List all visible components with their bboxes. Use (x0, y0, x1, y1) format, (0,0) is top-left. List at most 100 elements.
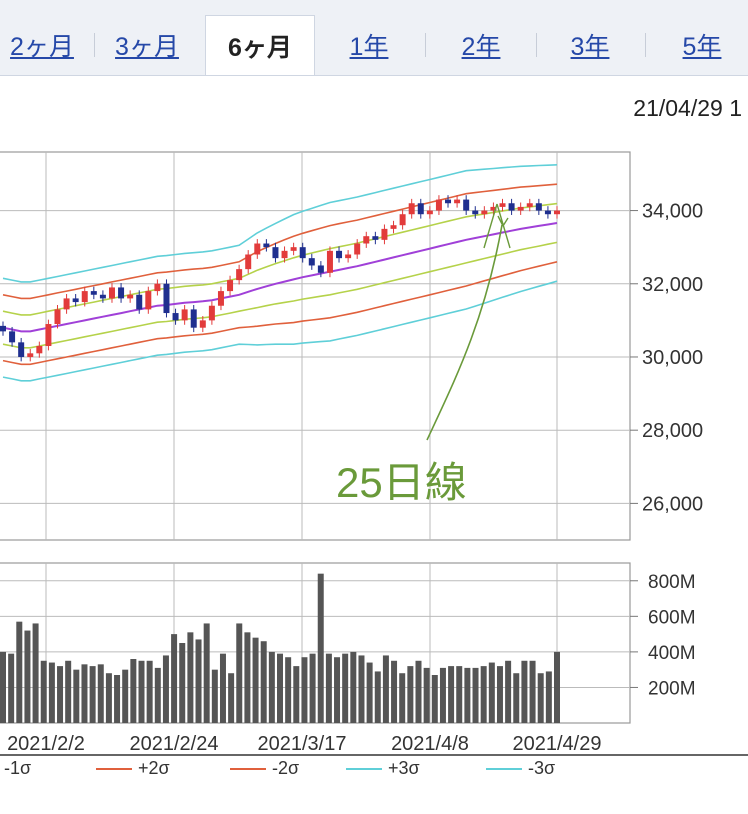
band-line-+2σ (2, 183, 558, 300)
candle-body (408, 203, 415, 215)
volume-bar (521, 660, 528, 723)
legend-item-minus2sigma: -2σ (230, 758, 299, 779)
candle-body (290, 247, 297, 251)
volume-tick-label: 600M (648, 607, 696, 628)
date-axis: 2021/2/2 2021/2/24 2021/3/17 2021/4/8 2021/4… (0, 733, 748, 756)
legend-item-minus1sigma: -1σ (4, 758, 31, 779)
tab-2-months[interactable]: 2ヶ月 (10, 33, 74, 61)
volume-bar (24, 630, 31, 723)
volume-bar (334, 657, 341, 723)
legend-label: -3σ (528, 758, 556, 778)
candle-body (544, 210, 551, 215)
volume-bar (138, 660, 145, 723)
candle-body (299, 247, 306, 259)
tab-5-years[interactable]: 5年 (682, 33, 722, 61)
volume-bar (423, 667, 430, 723)
volume-bar (130, 659, 137, 723)
volume-bar (366, 662, 373, 723)
candle-body (0, 325, 6, 332)
volume-bar (236, 623, 243, 723)
candle-body (554, 210, 560, 215)
volume-tick-label: 800M (648, 572, 696, 593)
tab-6-months[interactable]: 6ヶ月 (205, 15, 315, 75)
volume-bar (179, 643, 186, 723)
date-tick-label: 2021/3/17 (258, 733, 347, 755)
volume-bar (32, 623, 39, 723)
volume-bar (219, 653, 226, 723)
candle-body (45, 324, 52, 346)
candle-body (399, 214, 406, 226)
candle-body (18, 342, 25, 357)
volume-bar (0, 651, 6, 723)
band-line-+3σ (2, 164, 558, 283)
chart-date-label: 21/04/29 1 (633, 95, 742, 121)
volume-bar (391, 660, 398, 723)
legend-swatch (346, 767, 382, 770)
volume-bar (431, 675, 438, 723)
volume-bar (268, 651, 275, 723)
candle-body (172, 313, 179, 321)
tab-2-years[interactable]: 2年 (461, 33, 501, 61)
volume-bar (154, 667, 161, 723)
volume-bar (439, 667, 446, 723)
tab-1-year[interactable]: 1年 (349, 33, 389, 61)
ma25-annotation: 25日線 (336, 203, 511, 506)
volume-bar (309, 653, 316, 723)
volume-bar (114, 675, 121, 723)
legend-label: -1σ (4, 758, 32, 778)
band-line--3σ (2, 280, 558, 382)
tab-3-months[interactable]: 3ヶ月 (115, 33, 179, 61)
candle-body (390, 225, 397, 229)
volume-bar (382, 655, 389, 723)
candle-body (372, 236, 379, 240)
volume-bar (464, 667, 471, 723)
candle-body (526, 203, 533, 207)
volume-bar (285, 657, 292, 723)
volume-bar (40, 660, 47, 723)
candle-body (345, 254, 352, 259)
volume-bar (480, 666, 487, 723)
tab-separator (645, 33, 646, 57)
volume-bar (203, 623, 210, 723)
tab-separator (94, 33, 95, 57)
price-tick-label: 30,000 (642, 347, 703, 369)
volume-bar (505, 660, 512, 723)
price-tick-label: 32,000 (642, 274, 703, 296)
volume-bar (8, 653, 15, 723)
candle-body (36, 346, 43, 354)
volume-bar (545, 671, 552, 723)
candle-body (535, 203, 542, 211)
volume-bar (399, 673, 406, 723)
volume-bar (105, 673, 112, 723)
price-tick-label: 26,000 (642, 493, 703, 515)
volume-bar (293, 666, 300, 723)
volume-bar (244, 632, 251, 723)
candle-body (118, 287, 125, 299)
band-line-+1σ (2, 202, 558, 316)
candle-body (308, 258, 315, 266)
volume-bar (325, 653, 332, 723)
volume-bar (488, 662, 495, 723)
candle-body (190, 309, 197, 328)
date-tick-label: 2021/4/29 (513, 733, 602, 755)
volume-bar (537, 673, 544, 723)
price-panel-frame (0, 151, 631, 541)
volume-bar (252, 637, 259, 723)
date-tick-label: 2021/2/2 (7, 733, 85, 755)
candle-body (481, 210, 488, 215)
candle-body (463, 199, 470, 211)
tab-3-years[interactable]: 3年 (570, 33, 610, 61)
volume-bar (57, 666, 64, 723)
candlesticks (0, 195, 560, 362)
candle-body (417, 203, 424, 215)
volume-bar (162, 655, 169, 723)
price-axis: 34,000 32,000 30,000 28,000 26,000 (630, 201, 703, 515)
volume-bar (16, 621, 23, 723)
volume-bar (97, 664, 104, 723)
candle-body (136, 294, 143, 310)
volume-bar (415, 660, 422, 723)
candle-body (426, 210, 433, 215)
candle-body (435, 199, 442, 211)
candle-body (217, 291, 224, 306)
